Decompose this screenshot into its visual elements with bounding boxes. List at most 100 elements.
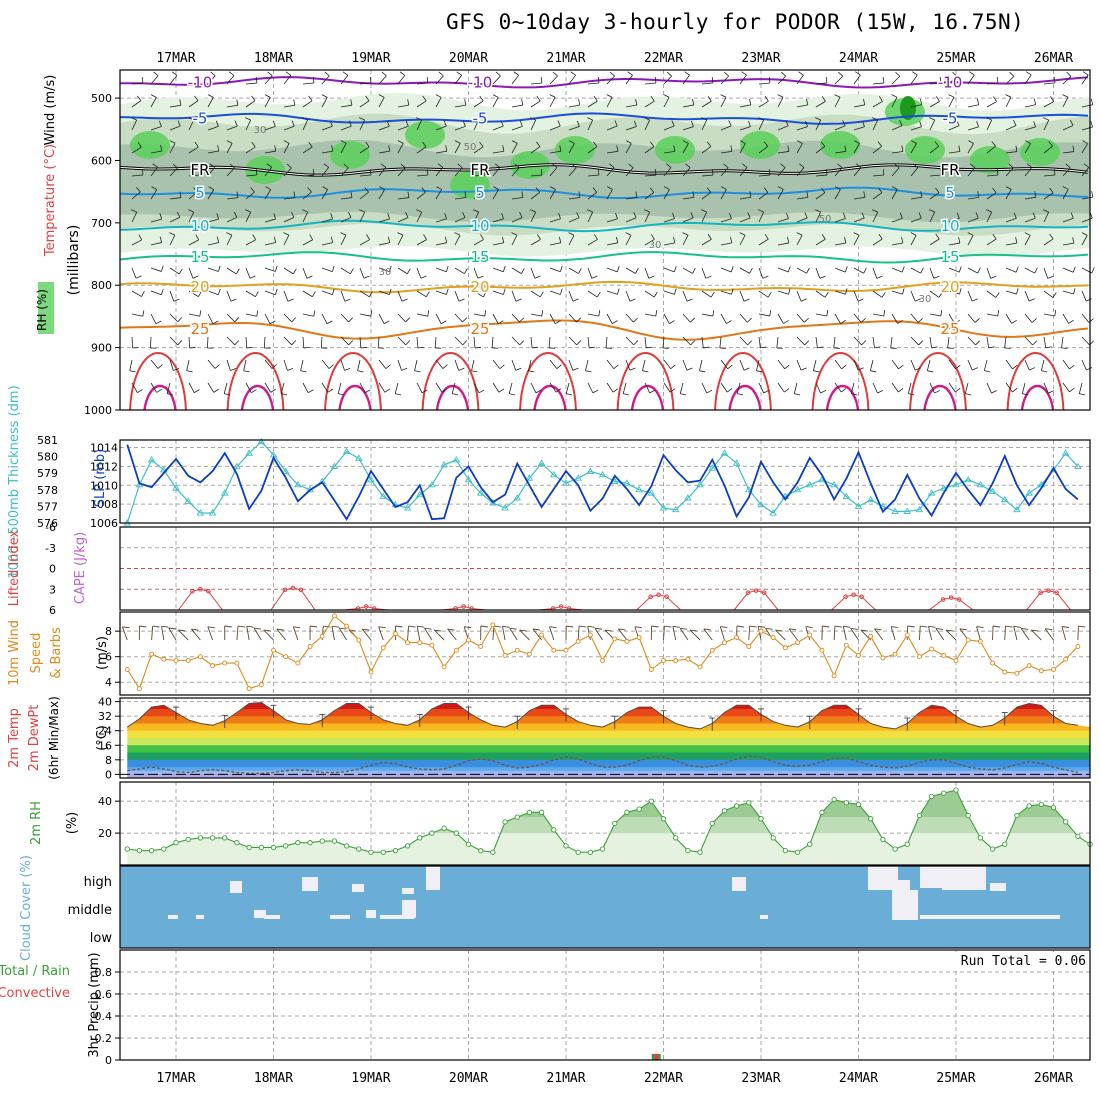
thickness-marker: [379, 492, 387, 499]
wind-barb: [625, 143, 632, 154]
wind-barb-feather: [249, 275, 256, 279]
wind-barb: [1005, 76, 1015, 85]
wind-barb: [340, 290, 346, 302]
wind-barb: [606, 267, 618, 273]
wind-barb-feather: [159, 213, 163, 220]
wind-barb-feather: [283, 140, 290, 144]
wind-barb: [416, 211, 423, 223]
wind-barb: [302, 336, 305, 349]
wind-barb-feather: [290, 211, 295, 218]
isotherm-label: 5: [195, 184, 205, 202]
rh2m-marker: [941, 790, 947, 796]
wind-barb-feather: [270, 388, 277, 393]
wind-barb: [891, 125, 903, 131]
wind-barb: [378, 150, 390, 154]
wind-barb-feather: [1066, 71, 1072, 77]
wind-barb-feather: [1034, 191, 1037, 198]
wind-barb-feather: [997, 310, 1000, 317]
li-line: [539, 605, 584, 611]
date-label-bottom: 17MAR: [156, 1071, 195, 1086]
wind-barb: [435, 125, 447, 131]
wind-speed-marker: [1038, 668, 1044, 674]
wind-barb: [796, 235, 803, 246]
wind-barb: [511, 75, 519, 85]
wind-barb: [394, 382, 399, 394]
wind-barb: [644, 267, 650, 279]
rh-contour-label: 50: [819, 214, 832, 225]
wind-barb: [549, 382, 557, 393]
wind-speed-marker: [331, 613, 337, 619]
wind-barb-10m-feather: [874, 628, 882, 631]
wind-barb: [188, 82, 200, 85]
wind-barb-feather: [422, 141, 427, 148]
wind-barb-feather: [635, 99, 638, 106]
wind-barb: [1081, 235, 1088, 246]
wind-barb: [758, 313, 770, 317]
wind-barb-feather: [155, 320, 162, 325]
panel-frame: [119, 949, 1091, 1061]
wind-barb-feather: [917, 318, 923, 323]
wind-barb-feather: [157, 364, 163, 369]
wind-barb-feather: [938, 292, 943, 298]
wind-barb: [188, 191, 198, 200]
wind-barb: [587, 267, 593, 279]
thickness-marker: [940, 484, 948, 491]
wind-barb: [169, 75, 178, 85]
wind-barb-feather: [910, 232, 917, 236]
isotherm-30-lobe: [616, 352, 675, 410]
wind-barb: [473, 239, 484, 246]
wind-barb-10m-feather: [604, 629, 612, 632]
wind-barb: [131, 336, 133, 349]
wind-barb-feather: [502, 145, 505, 152]
rh2m-marker: [124, 846, 130, 852]
wind-barb: [568, 126, 580, 131]
wind-barb-feather: [560, 288, 563, 295]
wind-barb-feather: [625, 140, 632, 144]
wind-speed-marker: [612, 636, 618, 642]
wind-barb: [1081, 196, 1093, 200]
rh2m-marker: [685, 847, 691, 854]
isotherm-label: -5: [473, 110, 488, 128]
wind-barb-feather: [1050, 96, 1054, 102]
wind-barb-feather: [920, 267, 924, 274]
wind-barb: [131, 146, 142, 154]
wind-barb: [359, 100, 370, 108]
wind-barb: [606, 382, 614, 393]
wind-barb-feather: [255, 169, 258, 176]
wind-barb: [719, 336, 722, 348]
date-label-bottom: 25MAR: [936, 1071, 975, 1086]
wind-barb-feather: [597, 76, 600, 84]
wind-barb-feather: [167, 393, 174, 396]
thickness-marker: [866, 495, 875, 503]
wind-barb-feather: [813, 370, 820, 373]
wind-barb: [1081, 143, 1089, 154]
thickness-marker: [671, 505, 680, 513]
wind-barb-feather: [777, 186, 784, 190]
wind-barb: [129, 359, 133, 371]
wind-barb-10m-feather: [122, 626, 130, 629]
isotherm-label: -10: [938, 73, 963, 91]
wind-barb-feather: [935, 233, 940, 240]
wind-barb-feather: [1068, 319, 1074, 324]
wind-barb-feather: [327, 388, 334, 393]
li-line: [831, 594, 876, 611]
wind-barb-feather: [1015, 266, 1019, 273]
rh2m-marker: [538, 809, 545, 815]
wind-barb-10m-feather: [502, 625, 510, 628]
wind-barb: [948, 217, 960, 223]
thickness-marker: [403, 504, 412, 511]
wind-barb-feather: [1015, 145, 1018, 152]
wind-barb-feather: [363, 275, 370, 279]
wind-barb: [701, 382, 708, 394]
wind-barb-feather: [322, 186, 328, 190]
wind-barb: [663, 150, 675, 154]
wind-barb-feather: [274, 288, 278, 295]
li-marker: [664, 594, 669, 600]
axis-tick-label: 1000: [84, 404, 112, 417]
wind-barb: [473, 267, 479, 279]
wind-barb-feather: [515, 367, 522, 371]
wind-barb-feather: [458, 367, 465, 371]
wind-barb: [834, 151, 846, 154]
wind-barb-feather: [224, 393, 231, 396]
wind-barb-feather: [1011, 319, 1017, 324]
